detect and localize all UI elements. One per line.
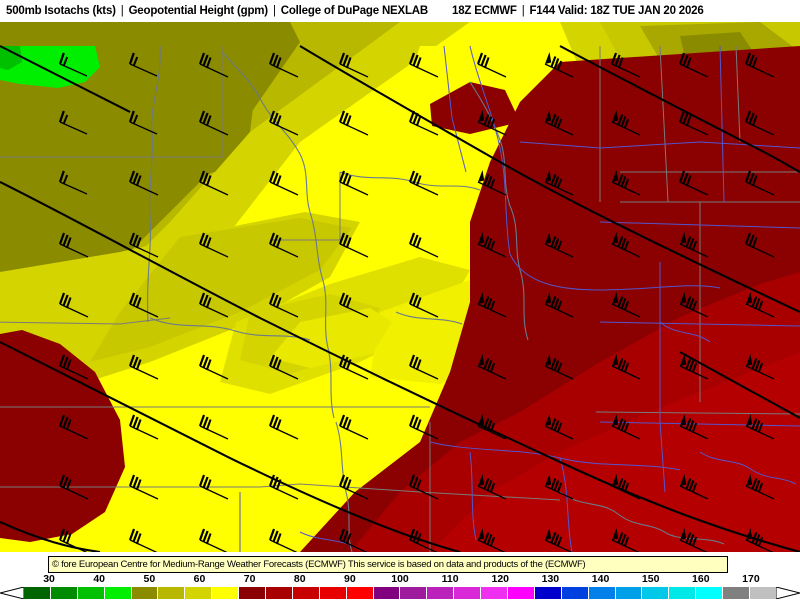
header-source-label: College of DuPage NEXLAB <box>280 5 429 17</box>
ecmwf-copyright-banner: © fore European Centre for Medium-Range … <box>48 556 728 573</box>
colorbar-swatch-16 <box>454 587 482 599</box>
colorbar-swatch-25 <box>696 587 724 599</box>
colorbar-swatch-11 <box>319 587 347 599</box>
colorbar-swatch-3 <box>104 587 132 599</box>
colorbar-swatch-8 <box>239 587 267 599</box>
colorbar-swatch-15 <box>427 587 455 599</box>
colorbar-swatch-18 <box>508 587 535 599</box>
fill-notch-yellow-top <box>470 46 560 92</box>
isotach-contour-plot <box>0 22 800 552</box>
colorbar-tick-50: 50 <box>143 573 156 585</box>
colorbar-tick-labels: 30 40 50 60 70 80 90 100 110 120 130 140 150 160 170 <box>0 573 800 586</box>
colorbar-swatch-0 <box>24 587 51 599</box>
colorbar-tick-150: 150 <box>641 573 660 585</box>
colorbar-tick-100: 100 <box>391 573 409 585</box>
colorbar-swatch-21 <box>588 587 616 599</box>
colorbar-swatch-2 <box>77 587 105 599</box>
colorbar-swatch-13 <box>373 587 401 599</box>
colorbar-swatch-22 <box>615 587 643 599</box>
fill-band-95-105-inner-core2 <box>430 352 800 552</box>
height-contours <box>0 45 800 552</box>
colorbar-tick-130: 130 <box>541 573 560 585</box>
colorbar-swatch-26 <box>723 587 751 599</box>
colorbar-tick-90: 90 <box>344 573 356 585</box>
county-borders <box>0 45 800 552</box>
geography-layer <box>0 45 800 552</box>
colorbar-tick-140: 140 <box>591 573 610 585</box>
fill-band-68-72-mid-blob-inner <box>270 308 392 368</box>
colorbar-swatch-9 <box>266 587 293 599</box>
colorbar-swatch-6 <box>185 587 213 599</box>
colorbar-right-cap <box>776 587 800 599</box>
colorbar-swatch-7 <box>212 587 240 599</box>
colorbar-swatch-24 <box>669 587 697 599</box>
colorbar-swatch-14 <box>400 587 428 599</box>
colorbar-tick-120: 120 <box>491 573 510 585</box>
colorbar-tick-110: 110 <box>441 573 459 585</box>
fill-band-80-90-sw-pocket-inner <box>0 336 102 522</box>
colorbar-swatch-12 <box>346 587 374 599</box>
header-valid-time: F144 Valid: 18Z TUE JAN 20 2026 <box>529 5 704 17</box>
header-separator-2: | <box>272 5 276 17</box>
colorbar-swatch-27 <box>750 587 776 599</box>
fill-band-40-45-green-inner <box>0 46 22 70</box>
colorbar-tick-30: 30 <box>43 573 55 585</box>
colorbar-swatch-20 <box>561 587 589 599</box>
colorbar-tick-70: 70 <box>243 573 256 585</box>
colorbar-tick-60: 60 <box>193 573 206 585</box>
map-canvas[interactable] <box>0 22 800 552</box>
fill-band-66-70-central-inner <box>90 218 352 362</box>
colorbar-swatches[interactable] <box>24 587 776 599</box>
header-model-cycle: 18Z ECMWF <box>452 5 517 17</box>
fill-band-40-50-green-core <box>0 46 100 88</box>
colorbar-tick-80: 80 <box>293 573 306 585</box>
colorbar-tick-40: 40 <box>93 573 106 585</box>
colorbar-tick-160: 160 <box>692 573 710 585</box>
colorbar-swatch-23 <box>642 587 670 599</box>
colorbar-swatch-10 <box>292 587 320 599</box>
ecmwf-copyright-text: © fore European Centre for Medium-Range … <box>52 559 586 570</box>
header-field-isotachs: 500mb Isotachs (kts) <box>6 5 116 17</box>
colorbar-legend: 30 40 50 60 70 80 90 100 110 120 130 140 150 160 170 <box>0 573 800 600</box>
colorbar-swatch-4 <box>131 587 159 599</box>
header-separator-3: | <box>521 5 525 17</box>
header-field-heights: Geopotential Height (gpm) <box>128 5 269 17</box>
colorbar-tick-170: 170 <box>742 573 760 585</box>
header-separator-1: | <box>120 5 124 17</box>
colorbar-swatch-5 <box>158 587 186 599</box>
colorbar-swatch-19 <box>534 587 562 599</box>
colorbar-left-cap <box>0 587 24 599</box>
map-header-bar: 500mb Isotachs (kts) | Geopotential Heig… <box>0 0 800 22</box>
fill-yellow-wedge-top <box>412 46 475 92</box>
interstates <box>239 45 800 552</box>
colorbar-swatch-17 <box>481 587 509 599</box>
colorbar-swatch-1 <box>50 587 78 599</box>
